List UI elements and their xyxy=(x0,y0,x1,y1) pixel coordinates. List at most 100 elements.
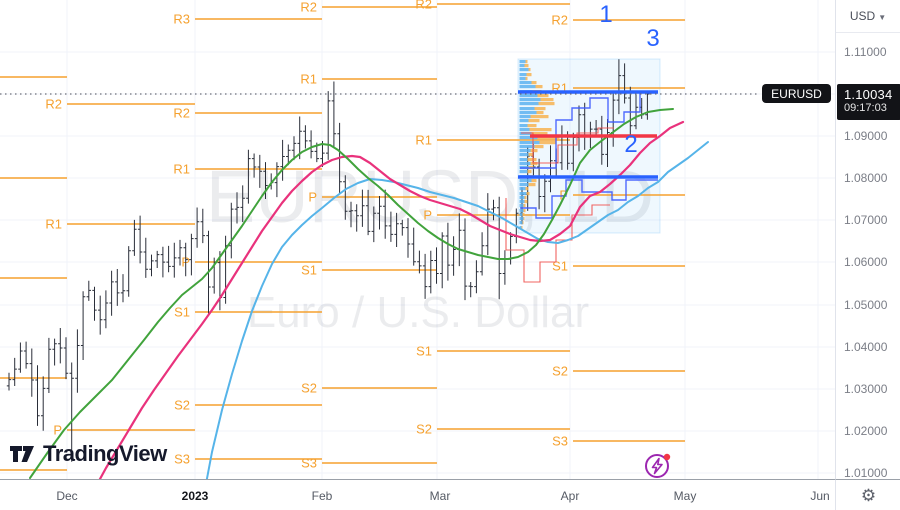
profile-bar-extra xyxy=(523,217,525,221)
profile-bar-extra xyxy=(526,73,532,77)
chart-pane[interactable]: EURUSD, 1D Euro / U.S. Dollar R2 R1 P R3 R2 R1 P… xyxy=(0,0,835,479)
wave-label-3[interactable]: 3 xyxy=(646,25,659,52)
time-tick-label: Feb xyxy=(311,489,333,503)
pivot-label-R1: R1 xyxy=(300,72,317,87)
profile-bar-extra xyxy=(525,60,528,64)
profile-bar-extra xyxy=(528,68,531,72)
ma-green xyxy=(29,108,674,479)
profile-bar-extra xyxy=(531,81,537,85)
alert-dot xyxy=(663,453,671,461)
price-tick-label: 1.03000 xyxy=(844,382,888,396)
profile-bar-extra xyxy=(528,119,540,123)
profile-bar-value xyxy=(519,141,540,145)
va-step-blue-lower[interactable] xyxy=(520,179,658,219)
profile-bar-extra xyxy=(534,107,546,111)
pivot-label-S2: S2 xyxy=(301,381,317,396)
wave-label-1[interactable]: 1 xyxy=(599,1,612,28)
time-tick-label: Apr xyxy=(560,489,580,503)
chevron-down-icon: ▼ xyxy=(878,12,887,22)
profile-bar-value xyxy=(519,221,523,225)
profile-bar-value xyxy=(519,115,531,119)
price-axis[interactable]: USD ▼ 1.110001.100001.090001.080001.0700… xyxy=(835,0,900,480)
profile-bar-extra xyxy=(523,209,526,213)
profile-bar-extra xyxy=(529,128,552,132)
ma-cyan xyxy=(205,141,709,479)
profile-bar-value xyxy=(519,204,524,208)
profile-bar-value xyxy=(519,158,528,162)
profile-bar-value xyxy=(519,213,523,217)
profile-bar-extra xyxy=(521,226,523,230)
profile-bar-extra xyxy=(525,77,528,81)
volume-profile-rows xyxy=(519,60,560,230)
profile-bar-value xyxy=(519,153,529,157)
profile-bar-extra xyxy=(523,204,526,208)
pivot-label-P: P xyxy=(423,208,432,223)
price-tick-label: 1.02000 xyxy=(844,424,888,438)
profile-bar-extra xyxy=(531,132,548,136)
pivot-label-R1: R1 xyxy=(415,133,432,148)
profile-bar-extra xyxy=(530,115,549,119)
profile-bar-value xyxy=(519,107,535,111)
time-tick-label: Dec xyxy=(56,489,78,503)
last-price-time: 09:17:03 xyxy=(844,102,887,114)
profile-bar-value xyxy=(519,192,527,196)
quick-alert-icon[interactable] xyxy=(643,450,673,480)
profile-bar-value xyxy=(519,81,532,85)
profile-bar-value xyxy=(519,187,526,191)
gear-icon[interactable]: ⚙ xyxy=(860,485,877,505)
pivot-label-P: P xyxy=(559,188,568,203)
va-step-red-upper[interactable] xyxy=(521,127,614,164)
pivot-label-S1: S1 xyxy=(301,263,317,278)
profile-bar-value xyxy=(519,209,524,213)
tradingview-logo-icon xyxy=(10,446,34,462)
ma-pink xyxy=(98,120,685,479)
profile-bar-value xyxy=(519,217,524,221)
pivot-label-R1: R1 xyxy=(45,217,62,232)
price-tick-label: 1.06000 xyxy=(844,255,888,269)
time-axis[interactable]: Dec 2023 Feb Mar Apr May Jun xyxy=(0,479,835,510)
currency-dropdown[interactable]: USD ▼ xyxy=(836,0,900,33)
profile-bar-extra xyxy=(527,124,537,128)
profile-bar-value xyxy=(519,128,530,132)
profile-bar-value xyxy=(519,179,532,183)
profile-bar-value xyxy=(519,124,528,128)
va-step-blue-upper[interactable] xyxy=(520,91,658,169)
profile-bar-value xyxy=(519,98,541,102)
pivot-label-P: P xyxy=(53,423,62,438)
pivot-label-S1: S1 xyxy=(174,305,190,320)
pivot-label-R3: R3 xyxy=(173,12,190,27)
profile-bar-extra xyxy=(530,162,538,166)
time-tick-label: 2023 xyxy=(181,489,209,503)
profile-bar-value xyxy=(519,200,525,204)
profile-bar-extra xyxy=(531,179,537,183)
profile-bar-value xyxy=(519,119,529,123)
time-tick-label: Jun xyxy=(810,489,830,503)
wave-label-2[interactable]: 2 xyxy=(624,131,637,158)
profile-bar-extra xyxy=(522,221,524,225)
tradingview-logo-text: TradingView xyxy=(43,441,167,466)
price-tick-label: 1.11000 xyxy=(844,45,887,59)
profile-bar-extra xyxy=(526,192,530,196)
profile-bar-extra xyxy=(524,64,529,68)
profile-bar-extra xyxy=(524,200,528,204)
pivot-label-R2: R2 xyxy=(551,13,568,28)
profile-bar-extra xyxy=(527,158,537,162)
profile-bar-extra xyxy=(528,183,536,187)
profile-bar-extra xyxy=(535,85,543,89)
pivot-label-S1: S1 xyxy=(552,259,568,274)
profile-bar-value xyxy=(519,162,531,166)
tradingview-logo[interactable]: TradingView xyxy=(10,441,167,467)
price-tick-label: 1.05000 xyxy=(844,298,888,312)
profile-bar-extra xyxy=(530,149,538,153)
price-tick-label: 1.04000 xyxy=(844,340,888,354)
va-step-red-lower[interactable] xyxy=(505,198,610,283)
profile-bar-value xyxy=(519,68,529,72)
profile-bar-extra xyxy=(540,98,554,102)
profile-bar-value xyxy=(519,73,527,77)
profile-bar-value xyxy=(519,60,526,64)
time-tick-label: Mar xyxy=(429,489,451,503)
profile-bar-extra xyxy=(538,102,555,106)
profile-bar-value xyxy=(519,77,526,81)
profile-bar-extra xyxy=(537,94,549,98)
